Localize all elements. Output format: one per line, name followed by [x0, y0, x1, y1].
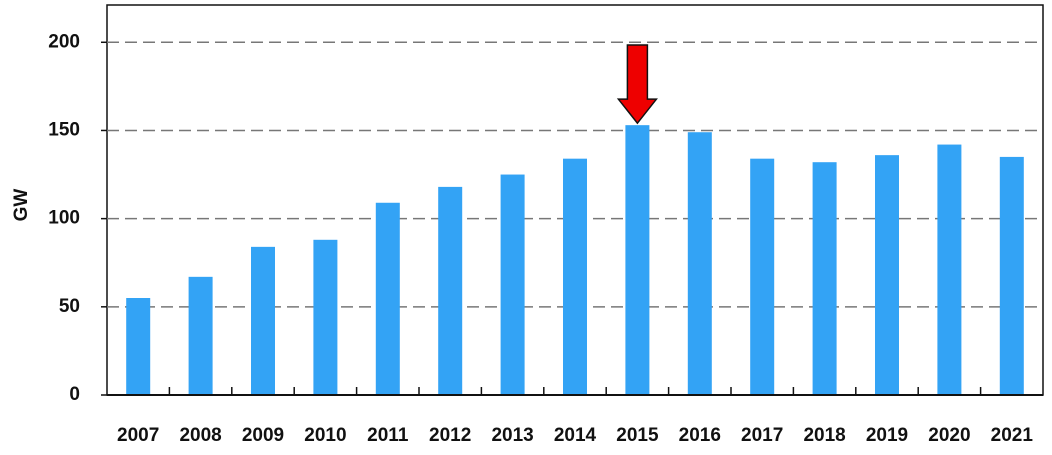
x-tick-label: 2008 — [179, 425, 221, 446]
x-tick-label: 2014 — [554, 425, 597, 446]
bar — [313, 239, 338, 395]
x-tick-label: 2018 — [803, 425, 845, 446]
x-tick-label: 2021 — [991, 425, 1034, 446]
x-tick-label: 2010 — [304, 425, 346, 446]
bar — [188, 276, 213, 395]
x-tick-label: 2019 — [866, 425, 908, 446]
bar — [500, 174, 525, 395]
bar — [687, 132, 712, 395]
x-tick-label: 2011 — [367, 425, 409, 446]
bar — [875, 155, 899, 395]
y-tick-label: 0 — [69, 384, 80, 405]
y-tick-label: 150 — [48, 119, 80, 140]
y-tick-label: 50 — [59, 296, 80, 317]
bar — [438, 186, 463, 395]
x-tick-label: 2013 — [491, 425, 533, 446]
arrow — [616, 44, 658, 125]
bar — [750, 158, 775, 395]
bar — [812, 162, 837, 395]
y-tick-label: 200 — [48, 31, 80, 52]
bar — [563, 158, 587, 395]
bar — [126, 298, 151, 395]
bar — [999, 156, 1024, 395]
x-tick-label: 2012 — [429, 425, 471, 446]
bar — [251, 246, 275, 395]
bar — [937, 144, 962, 395]
y-tick-label: 100 — [48, 208, 80, 229]
x-tick-label: 2007 — [117, 425, 159, 446]
x-tick-label: 2017 — [741, 425, 783, 446]
x-tick-label: 2015 — [616, 425, 659, 446]
bar — [625, 125, 650, 395]
bar — [375, 202, 400, 395]
x-tick-label: 2009 — [242, 425, 284, 446]
x-tick-label: 2016 — [679, 425, 721, 446]
y-axis-label: GW — [11, 189, 32, 222]
x-tick-label: 2020 — [928, 425, 970, 446]
